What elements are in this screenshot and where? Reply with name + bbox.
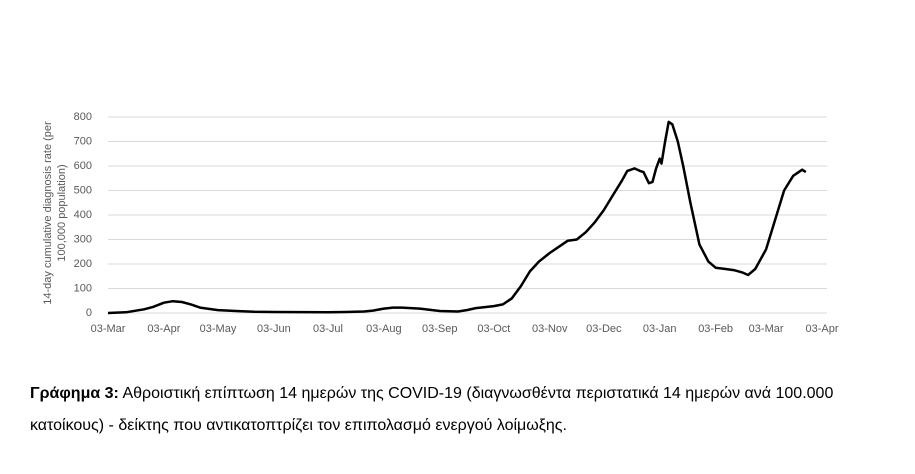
y-axis-label: 14-day cumulative diagnosis rate (per — [42, 121, 54, 305]
y-tick-label: 500 — [74, 184, 92, 196]
y-tick-label: 100 — [74, 282, 92, 294]
x-tick-label: 03-Jul — [313, 323, 343, 335]
y-tick-label: 700 — [74, 135, 92, 147]
chart: 0 100 200 300 400 500 600 700 800 03-Mar 03-Apr 03-… — [42, 111, 839, 335]
y-tick-label: 400 — [74, 209, 92, 221]
data-line — [107, 120, 807, 315]
y-tick-label: 800 — [74, 111, 92, 123]
x-tick-label: 03-Jan — [643, 323, 677, 335]
x-tick-label: 03-Oct — [477, 323, 510, 335]
y-tick-label: 0 — [86, 307, 92, 319]
x-tick-label: 03-Apr — [147, 323, 180, 335]
x-tick-label: 03-Sep — [422, 323, 457, 335]
x-tick-label: 03-Dec — [586, 323, 622, 335]
x-tick-label: 03-Feb — [698, 323, 733, 335]
caption: Γράφημα 3: Αθροιστική επίπτωση 14 ημερών… — [30, 378, 870, 442]
x-tick-label: 03-Aug — [366, 323, 401, 335]
x-tick-label: 03-Mar — [91, 323, 126, 335]
caption-label: Γράφημα 3: — [30, 385, 119, 402]
x-tick-label: 03-Jun — [257, 323, 291, 335]
x-tick-label: 03-Mar — [749, 323, 784, 335]
y-axis-label: 100,000 population) — [56, 164, 68, 261]
y-tick-label: 600 — [74, 160, 92, 172]
x-tick-label: 03-May — [200, 323, 237, 335]
caption-text: Αθροιστική επίπτωση 14 ημερών της COVID-… — [30, 385, 834, 434]
y-tick-label: 300 — [74, 233, 92, 245]
y-tick-label: 200 — [74, 258, 92, 270]
x-tick-label: 03-Apr — [805, 323, 838, 335]
x-tick-label: 03-Nov — [532, 323, 568, 335]
